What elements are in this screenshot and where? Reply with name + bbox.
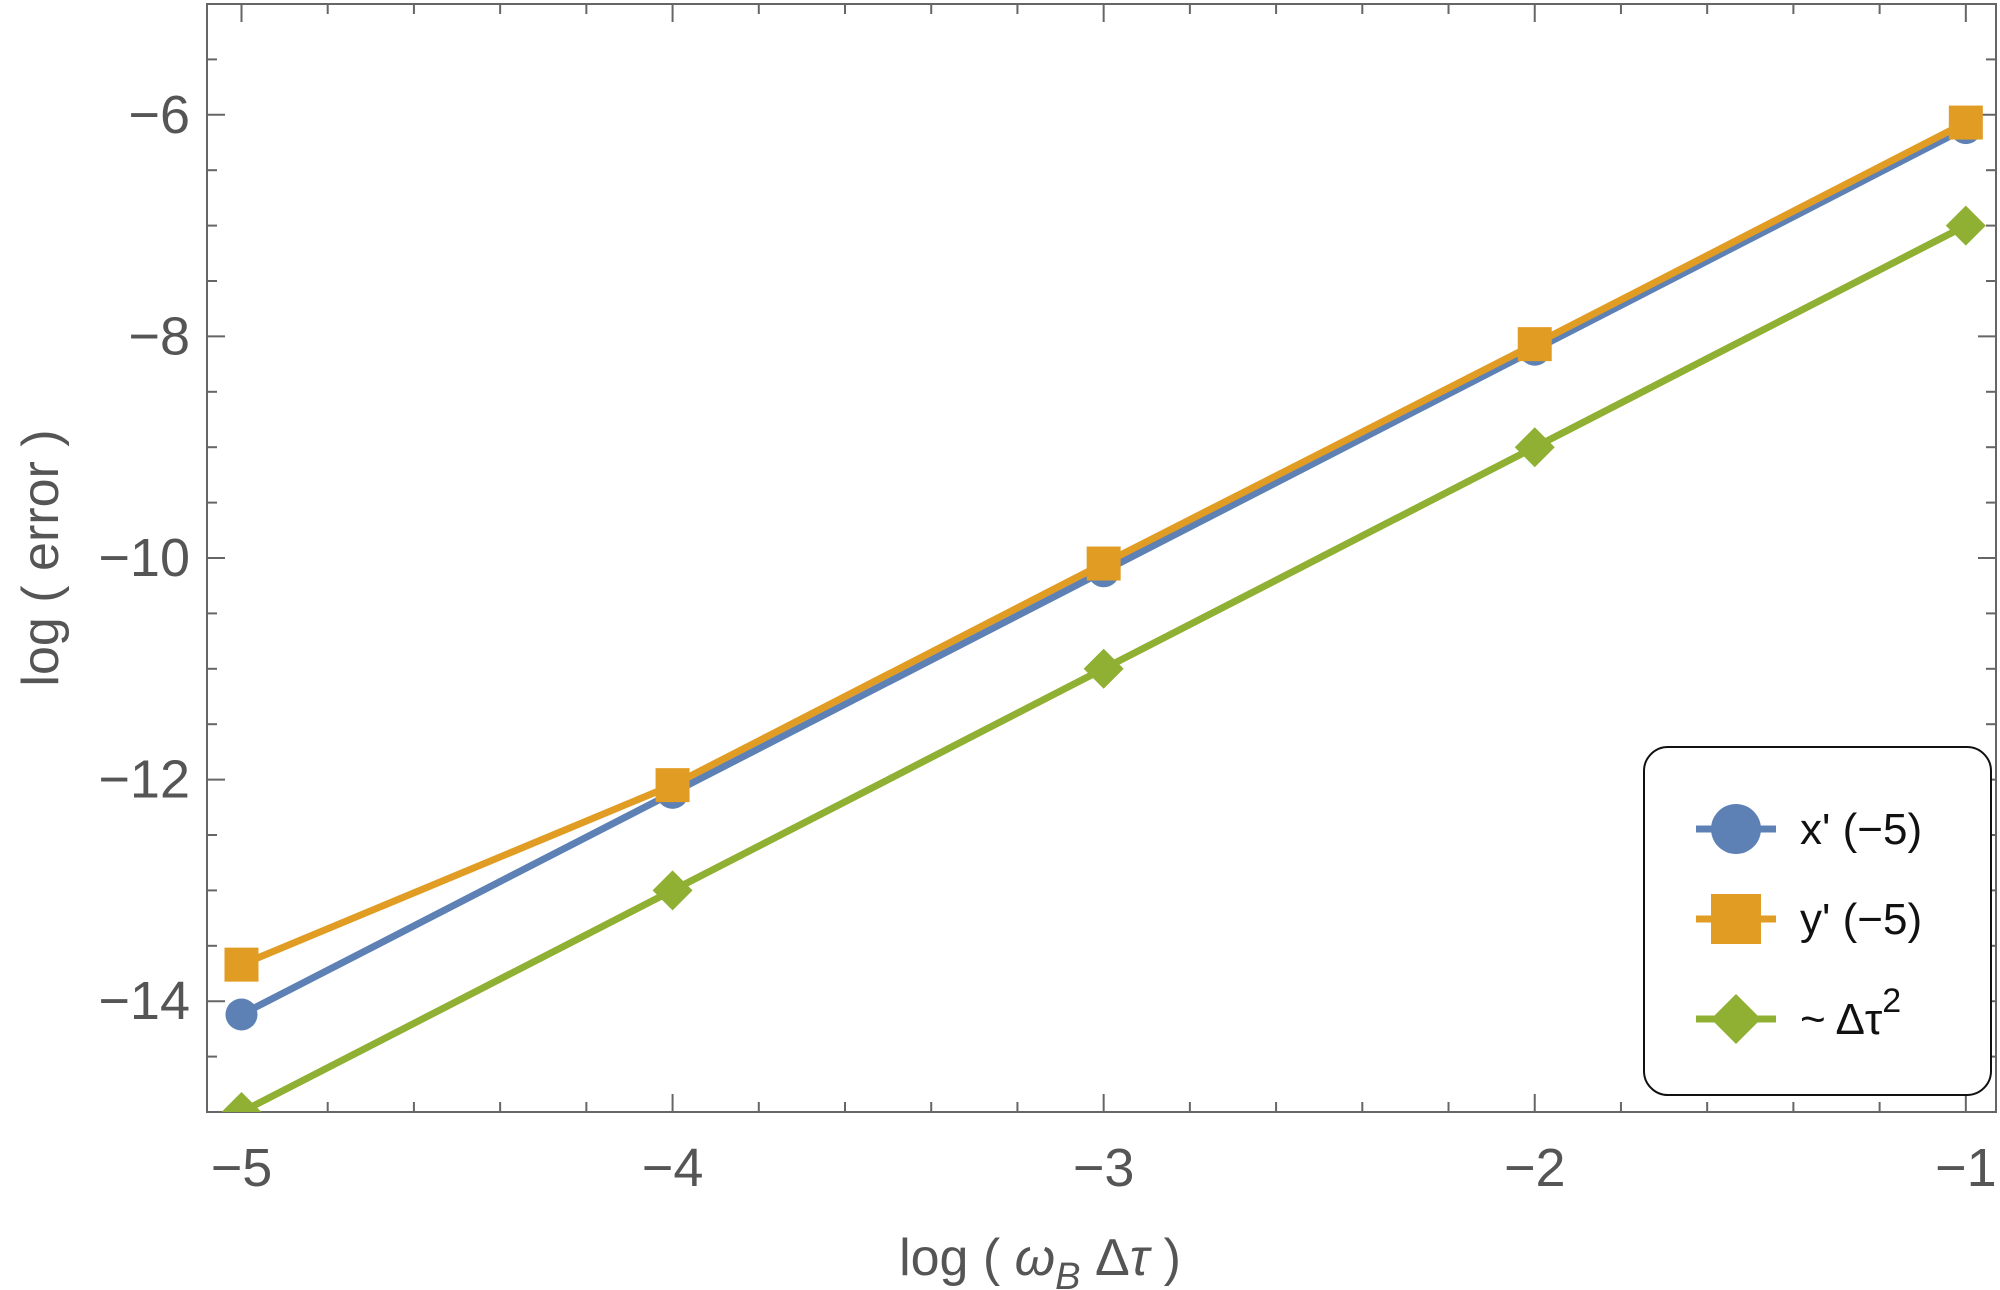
series-point-diamond (1083, 648, 1124, 689)
y-tick-label: −14 (98, 971, 190, 1031)
x-axis-label-suffix: ) (1149, 1229, 1181, 1287)
legend-marker-circle (1711, 804, 1761, 854)
legend-label-x-prime: x' (−5) (1800, 805, 1922, 854)
series-point-square (1948, 105, 1983, 140)
axis-tick-labels: −5 −4 −3 −2 −1 −14 −12 −10 −8 −6 (98, 85, 1996, 1198)
legend-label-y-prime: y' (−5) (1800, 895, 1922, 944)
x-tick-label: −4 (642, 1138, 704, 1198)
legend-label-dtau-base: ~ Δτ (1800, 995, 1883, 1044)
x-axis-label: log ( ωB Δτ ) (899, 1229, 1181, 1290)
x-tick-label: −5 (211, 1138, 273, 1198)
series-point-diamond (652, 870, 693, 911)
x-axis-label-delta: Δ (1081, 1229, 1130, 1287)
x-tick-label: −3 (1073, 1138, 1135, 1198)
legend-label-dtau-sup: 2 (1882, 982, 1901, 1020)
y-tick-label: −10 (98, 528, 190, 588)
y-axis-label: log ( error ) (12, 429, 70, 686)
series-point-diamond (1945, 205, 1986, 246)
x-axis-label-subscript: B (1055, 1256, 1080, 1290)
x-axis-label-omega: ω (1015, 1229, 1056, 1287)
series-point-square (1517, 327, 1552, 362)
y-tick-label: −8 (128, 306, 190, 366)
series-markers (221, 105, 1986, 1112)
x-axis-label-prefix: log ( (899, 1229, 1015, 1287)
x-tick-label: −1 (1935, 1138, 1997, 1198)
y-tick-label: −12 (98, 750, 190, 810)
x-tick-label: −2 (1504, 1138, 1566, 1198)
series-point-square (1086, 546, 1121, 581)
legend: x' (−5) y' (−5) ~ Δτ2 (1643, 746, 1992, 1096)
y-tick-label: −6 (128, 85, 190, 145)
series-point-diamond (1514, 427, 1555, 468)
series-point-diamond (221, 1092, 262, 1112)
axis-ticks (207, 3, 1996, 1113)
x-axis-label-tau: τ (1130, 1229, 1153, 1287)
legend-marker-square (1711, 894, 1761, 944)
legend-label-dtau-squared: ~ Δτ2 (1800, 982, 1901, 1044)
legend-marker-diamond (1711, 994, 1761, 1044)
series-point-circle (225, 998, 258, 1031)
series-point-square (224, 947, 259, 982)
series-point-square (655, 768, 690, 803)
